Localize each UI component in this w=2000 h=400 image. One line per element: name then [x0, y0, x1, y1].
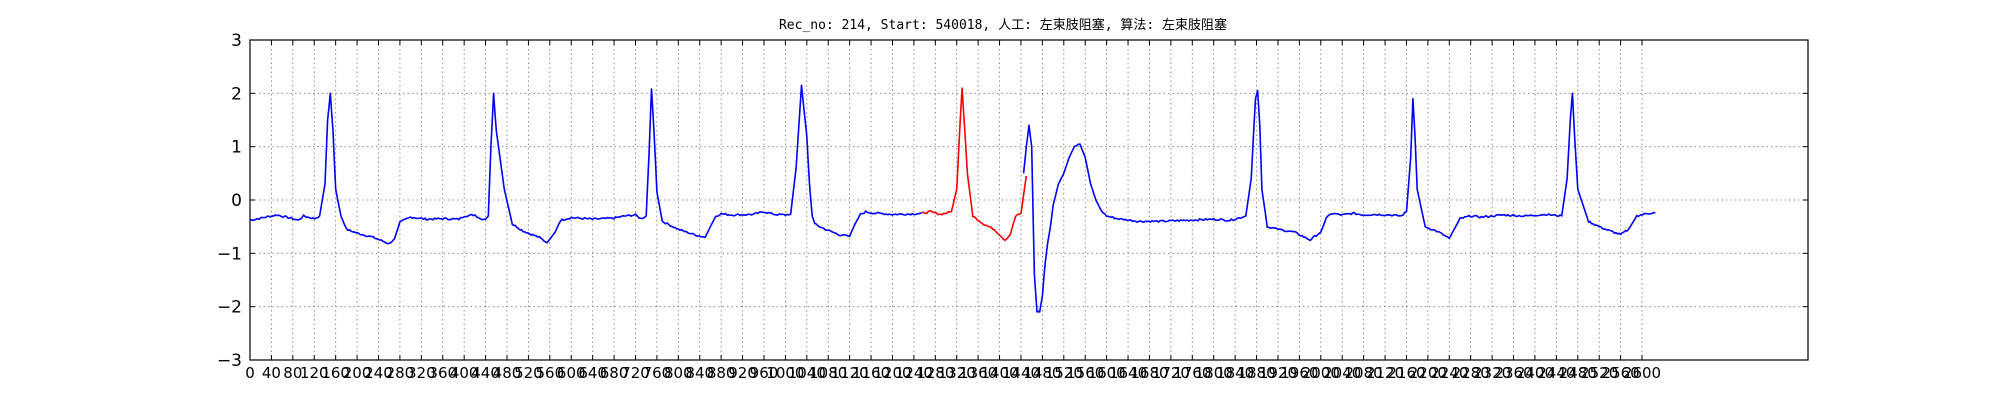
x-tick-label: 1480 [1023, 364, 1061, 382]
y-tick-label: 3 [231, 31, 242, 51]
x-tick-label: 800 [664, 364, 693, 382]
x-tick-label: 440 [471, 364, 500, 382]
x-tick-label: 2320 [1473, 364, 1511, 382]
x-tick-label: 1240 [895, 364, 933, 382]
x-tick-label: 0 [245, 364, 255, 382]
x-tick-label: 1320 [938, 364, 976, 382]
x-tick-label: 2520 [1580, 364, 1618, 382]
x-tick-label: 2600 [1623, 364, 1661, 382]
x-tick-label: 1840 [1216, 364, 1254, 382]
x-tick-label: 2120 [1366, 364, 1404, 382]
x-tick-label: 2200 [1409, 364, 1447, 382]
x-tick-label: 2080 [1345, 364, 1383, 382]
x-axis: 0 40 8012016020024028032036040044048052056… [245, 40, 1661, 382]
x-tick-label: 2480 [1559, 364, 1597, 382]
y-tick-label: −1 [217, 244, 242, 264]
x-tick-label: 1680 [1130, 364, 1168, 382]
x-tick-label: 1160 [852, 364, 890, 382]
x-tick-label: 1080 [809, 364, 847, 382]
x-tick-label: 640 [578, 364, 607, 382]
x-tick-label: 840 [685, 364, 714, 382]
x-tick-label: 240 [364, 364, 393, 382]
chart-title: Rec_no: 214, Start: 540018, 人工: 左束肢阻塞, 算… [779, 17, 1227, 33]
x-tick-label: 2440 [1537, 364, 1575, 382]
ecg-series-3 [1022, 89, 1656, 313]
x-tick-label: 1800 [1195, 364, 1233, 382]
x-tick-label: 880 [707, 364, 736, 382]
grid-lines [250, 40, 1808, 360]
ecg-series-2 [921, 87, 1028, 242]
ecg-series-1 [249, 84, 922, 245]
x-tick-label: 1920 [1259, 364, 1297, 382]
x-tick-label: 1000 [766, 364, 804, 382]
x-tick-label: 1440 [1002, 364, 1040, 382]
x-tick-label: 1720 [1152, 364, 1190, 382]
x-tick-label: 400 [450, 364, 479, 382]
x-tick-label: 120 [300, 364, 329, 382]
x-tick-label: 2360 [1494, 364, 1532, 382]
x-tick-label: 1200 [873, 364, 911, 382]
x-tick-label: 1760 [1173, 364, 1211, 382]
x-tick-label: 320 [407, 364, 436, 382]
x-tick-label: 1520 [1045, 364, 1083, 382]
x-tick-label: 2000 [1302, 364, 1340, 382]
x-tick-label: 1120 [831, 364, 869, 382]
ecg-traces [249, 84, 1656, 313]
y-tick-label: 1 [231, 138, 242, 158]
x-tick-label: 1280 [916, 364, 954, 382]
x-tick-label: 1960 [1280, 364, 1318, 382]
x-tick-label: 160 [321, 364, 350, 382]
x-tick-label: 1360 [959, 364, 997, 382]
x-tick-label: 1560 [1066, 364, 1104, 382]
x-tick-label: 2160 [1387, 364, 1425, 382]
x-tick-label: 2560 [1602, 364, 1640, 382]
x-tick-label: 1040 [788, 364, 826, 382]
x-tick-label: 560 [536, 364, 565, 382]
x-tick-label: 1640 [1109, 364, 1147, 382]
x-tick-label: 2400 [1516, 364, 1554, 382]
x-tick-label: 1880 [1237, 364, 1275, 382]
x-tick-label: 1400 [980, 364, 1018, 382]
x-tick-label: 960 [750, 364, 779, 382]
x-tick-label: 280 [386, 364, 415, 382]
x-tick-label: 760 [643, 364, 672, 382]
x-tick-label: 600 [557, 364, 586, 382]
y-tick-label: −3 [217, 351, 242, 371]
x-tick-label: 520 [514, 364, 543, 382]
y-tick-label: 0 [231, 191, 242, 211]
x-tick-label: 2040 [1323, 364, 1361, 382]
x-tick-label: 2240 [1430, 364, 1468, 382]
y-tick-label: −2 [217, 298, 242, 318]
x-tick-label: 720 [621, 364, 650, 382]
x-tick-label: 360 [428, 364, 457, 382]
x-tick-label: 2280 [1452, 364, 1490, 382]
x-tick-label: 1600 [1088, 364, 1126, 382]
x-tick-label: 680 [600, 364, 629, 382]
y-tick-label: 2 [231, 84, 242, 104]
y-axis: 3 2 1 0 −1 −2 −3 [217, 31, 1808, 371]
x-tick-label: 480 [493, 364, 522, 382]
x-tick-label: 920 [728, 364, 757, 382]
x-tick-label: 80 [283, 364, 302, 382]
x-tick-label: 40 [262, 364, 281, 382]
x-tick-label: 200 [343, 364, 372, 382]
